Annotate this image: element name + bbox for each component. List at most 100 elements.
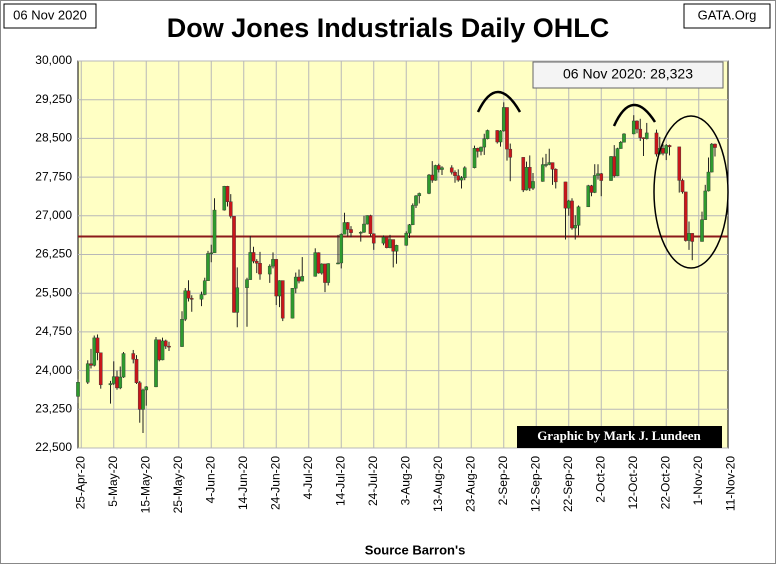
candle-body (232, 216, 236, 313)
candle-body (638, 128, 643, 138)
candle-body (404, 232, 409, 246)
candle-body (527, 167, 532, 189)
candle-body (141, 389, 145, 410)
candle-body (570, 200, 574, 229)
candle-body (472, 148, 477, 169)
circle-annotation (653, 115, 729, 269)
candle-body (436, 165, 441, 170)
candle-body (349, 229, 353, 233)
y-tick-label: 25,500 (35, 285, 72, 299)
candle-body (209, 252, 214, 255)
candle-body (482, 138, 487, 148)
candle-body (384, 237, 389, 248)
candle-body (553, 169, 558, 183)
x-tick-label: 3-Aug-20 (398, 456, 412, 506)
candle-body (297, 276, 301, 282)
x-tick-label: 12-Oct-20 (626, 456, 640, 510)
footer: Source Barron's (365, 542, 466, 557)
candle-body (92, 337, 97, 366)
candle-body (635, 120, 639, 130)
x-tick-label: 15-May-20 (138, 456, 152, 514)
candle-body (475, 148, 480, 152)
candle-body (115, 376, 119, 389)
candle-body (163, 340, 168, 347)
candle-body (576, 206, 581, 226)
candle-body (371, 233, 376, 244)
candle-body (479, 146, 483, 152)
candle-body (485, 130, 490, 140)
candle-body (121, 353, 126, 378)
y-tick-label: 27,000 (35, 208, 72, 222)
credit: Graphic by Mark J. Lundeen (537, 428, 701, 443)
candle-body (336, 262, 340, 265)
candle-body (212, 209, 217, 254)
candle-body (381, 237, 386, 244)
candle-body (368, 215, 373, 234)
candle-body (410, 205, 415, 225)
candle-body (394, 245, 399, 252)
candle-body (137, 382, 142, 410)
candle-body (524, 167, 529, 191)
candle-body (180, 319, 184, 347)
candle-body (566, 200, 571, 209)
candle-body (592, 175, 597, 193)
y-tick-label: 24,000 (35, 363, 72, 377)
candle-body (342, 222, 347, 235)
x-tick-label: 5-May-20 (106, 456, 120, 507)
candle-body (700, 219, 704, 242)
candle-body (622, 133, 626, 143)
candle-body (222, 186, 227, 211)
x-tick-label: 24-Jun-20 (268, 456, 282, 510)
x-tick-label: 4-Jun-20 (203, 456, 217, 504)
candle-body (280, 280, 285, 319)
x-tick-label: 11-Nov-20 (723, 456, 737, 511)
candle-body (683, 191, 688, 241)
x-tick-label: 22-Oct-20 (658, 456, 672, 510)
candle-body (235, 287, 240, 313)
candle-body (251, 252, 256, 262)
x-tick-label: 14-Jun-20 (236, 456, 250, 510)
x-tick-label: 22-Sep-20 (561, 456, 575, 512)
candle-body (365, 215, 370, 225)
candle-body (563, 181, 568, 209)
x-tick-label: 14-Jul-20 (333, 456, 347, 506)
candle-body (449, 167, 454, 173)
candle-body (433, 165, 438, 181)
x-tick-label: 2-Oct-20 (593, 456, 607, 503)
candle-body (167, 345, 171, 348)
candle-body (254, 261, 259, 264)
candle-body (440, 167, 444, 170)
candle-body (95, 337, 100, 353)
candle-body (316, 252, 321, 274)
candle-body (345, 222, 350, 230)
candle-body (654, 132, 659, 155)
candle-body (277, 280, 282, 297)
candle-body (690, 233, 695, 242)
candle-body (258, 263, 262, 275)
candle-body (501, 107, 506, 132)
candle-body (199, 294, 204, 300)
y-tick-label: 29,250 (35, 92, 72, 106)
candle-body (274, 259, 279, 297)
candle-body (495, 130, 500, 143)
candle-body (615, 148, 620, 177)
marks (76, 102, 717, 434)
candle-body (709, 143, 714, 173)
candle-body (76, 382, 80, 397)
credit-box (517, 426, 722, 448)
candle-body (547, 162, 552, 165)
candle-body (326, 263, 331, 283)
candle-body (713, 143, 717, 148)
candle-body (248, 252, 253, 280)
candle-body (573, 225, 578, 229)
candle-body (339, 234, 344, 264)
x-tick-label: 13-Aug-20 (431, 456, 445, 512)
candle-body (154, 339, 158, 388)
candle-body (313, 252, 318, 277)
plot: 22,500 23,250 24,000 24,750 25,500 26,250 27,0… (35, 53, 737, 513)
candle-body (118, 376, 123, 389)
y-tick-label: 24,750 (35, 324, 72, 338)
candle-body (508, 148, 513, 158)
candle-body (664, 145, 669, 154)
candle-body (111, 376, 116, 384)
